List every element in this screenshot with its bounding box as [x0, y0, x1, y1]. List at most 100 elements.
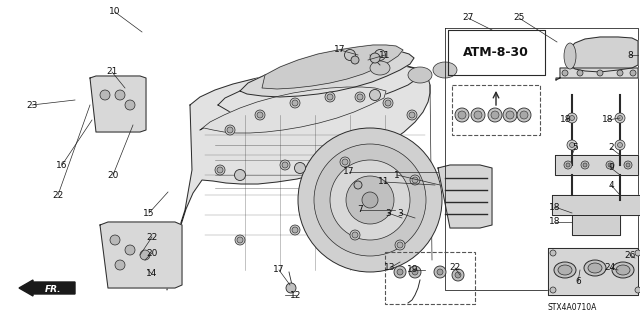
Circle shape	[410, 175, 420, 185]
Text: 9: 9	[608, 164, 614, 173]
Circle shape	[369, 90, 381, 100]
Circle shape	[570, 143, 575, 147]
Text: 13: 13	[384, 263, 396, 272]
Ellipse shape	[558, 265, 572, 275]
Circle shape	[115, 260, 125, 270]
Circle shape	[618, 143, 623, 147]
Circle shape	[115, 90, 125, 100]
Circle shape	[635, 250, 640, 256]
Circle shape	[570, 115, 575, 121]
Circle shape	[506, 111, 514, 119]
Ellipse shape	[433, 62, 457, 78]
Circle shape	[294, 162, 305, 174]
Text: 8: 8	[627, 50, 633, 60]
Ellipse shape	[408, 67, 432, 83]
Text: 20: 20	[108, 170, 118, 180]
Text: 10: 10	[109, 8, 121, 17]
Text: 14: 14	[147, 270, 157, 278]
Text: 1: 1	[394, 170, 400, 180]
Text: 18: 18	[549, 203, 561, 211]
Text: 17: 17	[334, 46, 346, 55]
Text: 22: 22	[449, 263, 461, 272]
Text: 17: 17	[273, 265, 285, 275]
Circle shape	[286, 283, 296, 293]
Circle shape	[100, 90, 110, 100]
Text: 2: 2	[608, 144, 614, 152]
Circle shape	[325, 92, 335, 102]
Circle shape	[409, 112, 415, 118]
Circle shape	[434, 266, 446, 278]
Circle shape	[550, 250, 556, 256]
Ellipse shape	[370, 61, 390, 75]
Circle shape	[397, 269, 403, 275]
Circle shape	[352, 232, 358, 238]
Polygon shape	[100, 222, 182, 288]
Text: 27: 27	[462, 13, 474, 23]
Text: 18: 18	[602, 115, 614, 124]
Text: 24: 24	[604, 263, 616, 272]
Text: 12: 12	[291, 291, 301, 300]
Bar	[385, 252, 475, 304]
Circle shape	[412, 269, 418, 275]
Circle shape	[503, 108, 517, 122]
Circle shape	[606, 161, 614, 169]
Polygon shape	[572, 215, 620, 235]
Text: 7: 7	[357, 205, 363, 214]
Circle shape	[550, 287, 556, 293]
Polygon shape	[200, 87, 386, 133]
Circle shape	[125, 245, 135, 255]
Text: 3: 3	[397, 209, 403, 218]
Circle shape	[235, 235, 245, 245]
Circle shape	[567, 113, 577, 123]
Circle shape	[346, 176, 394, 224]
Circle shape	[397, 242, 403, 248]
Circle shape	[517, 108, 531, 122]
Circle shape	[351, 56, 359, 64]
Polygon shape	[262, 45, 403, 89]
Ellipse shape	[564, 43, 576, 69]
Circle shape	[282, 162, 288, 168]
Circle shape	[298, 128, 442, 272]
Circle shape	[255, 110, 265, 120]
Circle shape	[562, 70, 568, 76]
Polygon shape	[556, 68, 638, 80]
Text: 23: 23	[26, 100, 38, 109]
Polygon shape	[240, 50, 414, 97]
Text: 18: 18	[560, 115, 572, 124]
Text: 20: 20	[147, 249, 157, 257]
Polygon shape	[90, 76, 146, 132]
Circle shape	[458, 111, 466, 119]
Circle shape	[455, 108, 469, 122]
Circle shape	[564, 161, 572, 169]
Circle shape	[630, 70, 636, 76]
Circle shape	[257, 112, 263, 118]
Circle shape	[140, 250, 150, 260]
Circle shape	[330, 160, 410, 240]
Polygon shape	[548, 248, 638, 295]
Ellipse shape	[554, 262, 576, 278]
Text: ATM-8-30: ATM-8-30	[463, 46, 529, 58]
Circle shape	[618, 115, 623, 121]
Circle shape	[567, 140, 577, 150]
Circle shape	[583, 163, 587, 167]
Polygon shape	[167, 64, 430, 290]
Circle shape	[608, 163, 612, 167]
Circle shape	[290, 98, 300, 108]
Text: 5: 5	[572, 144, 578, 152]
Text: 21: 21	[106, 68, 118, 77]
Circle shape	[344, 49, 355, 61]
Circle shape	[354, 181, 362, 189]
Circle shape	[217, 167, 223, 173]
Circle shape	[597, 70, 603, 76]
Text: 25: 25	[513, 13, 525, 23]
Circle shape	[520, 111, 528, 119]
Circle shape	[357, 94, 363, 100]
Circle shape	[125, 100, 135, 110]
Text: 22: 22	[52, 190, 63, 199]
Text: 16: 16	[56, 160, 68, 169]
Circle shape	[412, 177, 418, 183]
Text: 18: 18	[549, 218, 561, 226]
Circle shape	[409, 266, 421, 278]
Circle shape	[452, 269, 464, 281]
Circle shape	[227, 127, 233, 133]
